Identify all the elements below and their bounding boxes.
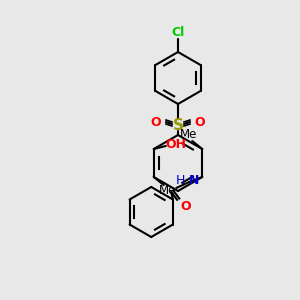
Text: O: O xyxy=(180,200,190,212)
Text: H: H xyxy=(176,175,185,188)
Text: S: S xyxy=(172,118,184,133)
Text: N: N xyxy=(189,175,200,188)
Text: O: O xyxy=(195,116,205,128)
Text: Me: Me xyxy=(180,128,197,142)
Text: OH: OH xyxy=(165,137,186,151)
Text: Cl: Cl xyxy=(171,26,184,38)
Text: O: O xyxy=(151,116,161,128)
Text: Me: Me xyxy=(159,184,176,197)
